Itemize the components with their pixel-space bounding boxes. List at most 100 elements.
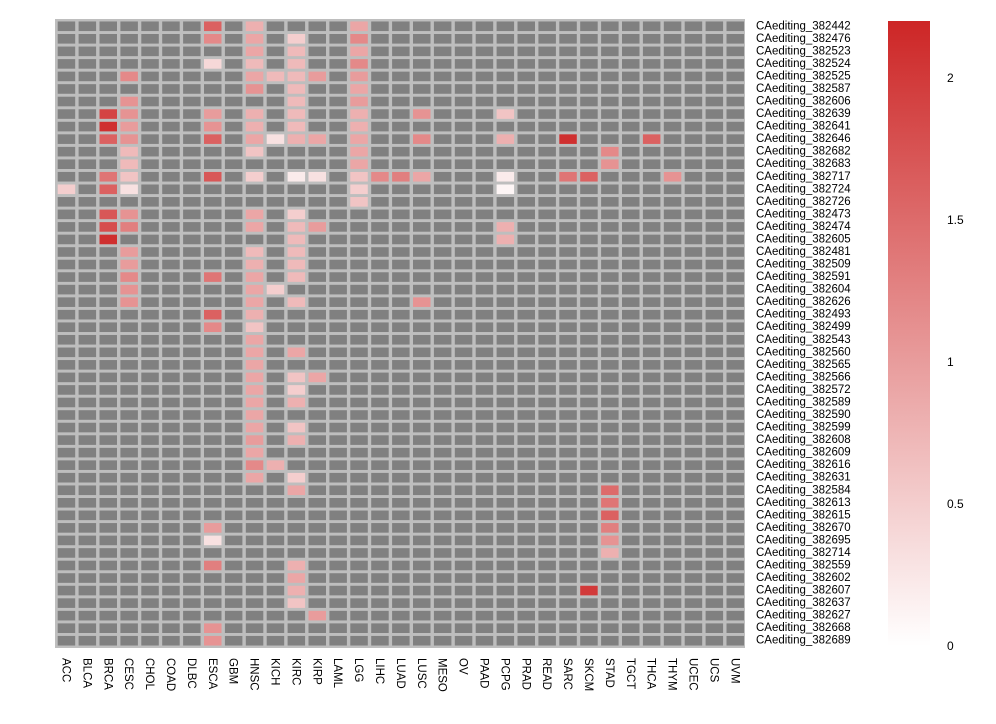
- heatmap-cell: [496, 209, 515, 220]
- heatmap-cell: [57, 96, 76, 107]
- heatmap-cell: [663, 109, 682, 119]
- heatmap-cell: [559, 435, 577, 445]
- heatmap-cell: [454, 610, 473, 621]
- heatmap-cell: [433, 360, 452, 370]
- column-label: STAD: [603, 658, 615, 688]
- heatmap-cell: [392, 247, 410, 257]
- heatmap-cell: [517, 197, 535, 207]
- row-label: CAediting_382565: [756, 359, 851, 371]
- heatmap-cell: [204, 497, 222, 508]
- heatmap-cell: [392, 372, 410, 383]
- heatmap-cell: [684, 71, 703, 82]
- heatmap-cell: [538, 334, 556, 345]
- heatmap-cell: [78, 460, 97, 470]
- heatmap-cell: [496, 523, 515, 533]
- heatmap-cell: [224, 635, 243, 646]
- heatmap-cell: [245, 410, 264, 420]
- heatmap-cell: [559, 585, 577, 596]
- heatmap-cell: [308, 385, 326, 395]
- heatmap-cell: [224, 485, 243, 496]
- heatmap-cell: [684, 46, 703, 57]
- heatmap-cell: [141, 422, 159, 433]
- heatmap-cell: [78, 510, 97, 521]
- heatmap-cell: [517, 209, 535, 220]
- heatmap-cell: [350, 209, 368, 220]
- heatmap-cell: [559, 259, 577, 270]
- heatmap-cell: [99, 197, 117, 207]
- heatmap-cell: [266, 272, 285, 282]
- heatmap-cell: [266, 46, 285, 57]
- heatmap-cell: [622, 84, 640, 94]
- heatmap-cell: [580, 635, 598, 646]
- heatmap-cell: [601, 209, 619, 220]
- heatmap-cell: [287, 297, 306, 307]
- heatmap-cell: [538, 109, 556, 119]
- row-label: CAediting_382559: [756, 559, 851, 571]
- heatmap-cell: [162, 84, 180, 94]
- heatmap-cell: [538, 435, 556, 445]
- heatmap-cell: [433, 272, 452, 282]
- heatmap-cell: [308, 121, 326, 132]
- heatmap-cell: [705, 623, 724, 633]
- heatmap-cell: [329, 422, 347, 433]
- heatmap-cell: [287, 209, 306, 220]
- heatmap-cell: [99, 435, 117, 445]
- heatmap-cell: [559, 284, 577, 295]
- heatmap-cell: [99, 585, 117, 596]
- heatmap-cell: [559, 34, 577, 44]
- row-label: CAediting_382605: [756, 233, 851, 245]
- heatmap-cell: [162, 46, 180, 57]
- heatmap-cell: [726, 360, 744, 370]
- heatmap-cell: [475, 548, 494, 558]
- heatmap-cell: [601, 573, 619, 583]
- heatmap-cell: [266, 610, 285, 621]
- heatmap-cell: [475, 272, 494, 282]
- heatmap-cell: [601, 134, 619, 144]
- heatmap-cell: [705, 59, 724, 69]
- heatmap-cell: [684, 573, 703, 583]
- heatmap-cell: [141, 523, 159, 533]
- heatmap-cell: [350, 109, 368, 119]
- heatmap-cell: [57, 485, 76, 496]
- heatmap-cell: [392, 334, 410, 345]
- heatmap-cell: [57, 272, 76, 282]
- heatmap-cell: [475, 598, 494, 608]
- heatmap-cell: [78, 385, 97, 395]
- heatmap-cell: [433, 460, 452, 470]
- heatmap-cell: [475, 322, 494, 333]
- heatmap-cell: [224, 272, 243, 282]
- heatmap-cell: [287, 573, 306, 583]
- heatmap-cell: [120, 510, 138, 521]
- heatmap-cell: [413, 284, 431, 295]
- heatmap-cell: [57, 71, 76, 82]
- heatmap-cell: [183, 134, 201, 144]
- heatmap-cell: [204, 585, 222, 596]
- heatmap-cell: [287, 21, 306, 32]
- heatmap-cell: [538, 21, 556, 32]
- heatmap-cell: [475, 297, 494, 307]
- heatmap-cell: [329, 573, 347, 583]
- heatmap-cell: [413, 523, 431, 533]
- heatmap-cell: [162, 535, 180, 546]
- heatmap-cell: [454, 284, 473, 295]
- heatmap-cell: [538, 171, 556, 182]
- heatmap-cell: [183, 259, 201, 270]
- heatmap-cell: [78, 322, 97, 333]
- heatmap-cell: [78, 598, 97, 608]
- heatmap-cell: [78, 297, 97, 307]
- heatmap-cell: [183, 573, 201, 583]
- heatmap-cell: [475, 623, 494, 633]
- heatmap-cell: [413, 460, 431, 470]
- heatmap-cell: [57, 34, 76, 44]
- heatmap-cell: [329, 623, 347, 633]
- heatmap-cell: [622, 234, 640, 245]
- heatmap-cell: [141, 146, 159, 157]
- heatmap-cell: [329, 259, 347, 270]
- heatmap-cell: [663, 247, 682, 257]
- heatmap-cell: [705, 397, 724, 408]
- heatmap-cell: [245, 159, 264, 170]
- row-label: CAediting_382590: [756, 409, 851, 421]
- heatmap-cell: [266, 347, 285, 358]
- heatmap-cell: [705, 447, 724, 458]
- heatmap-cell: [538, 497, 556, 508]
